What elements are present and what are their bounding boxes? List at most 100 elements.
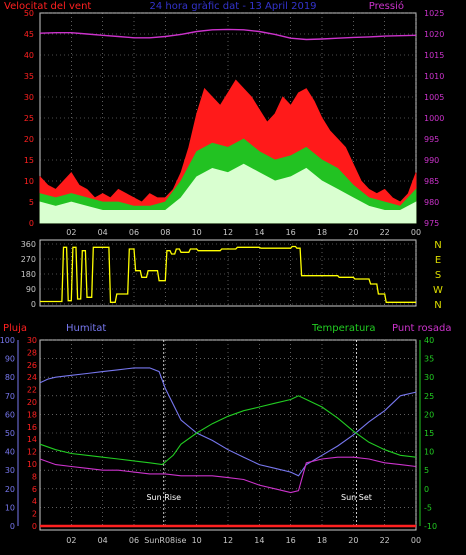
wind-pressure-plot <box>39 28 417 224</box>
temp-x-tick: 20 <box>348 536 358 545</box>
wind-x-tick: 02 <box>66 228 76 237</box>
series-line-0 <box>39 367 417 477</box>
wind-x-tick: 06 <box>129 228 139 237</box>
wind-speed-tick: 45 <box>24 30 34 39</box>
temp-x-tick: 12 <box>223 536 233 545</box>
wind-speed-tick: 5 <box>29 198 34 207</box>
direction-tick: 180 <box>21 270 36 279</box>
dewpoint-axis-label: Punt rosada <box>392 323 451 334</box>
rain-tick: 90 <box>5 355 15 364</box>
humidity-tick: 2 <box>32 510 37 519</box>
wind-speed-tick: 25 <box>24 114 34 123</box>
temp-x-tick: SunR08ise <box>144 536 186 545</box>
temp-x-tick: 14 <box>254 536 264 545</box>
temperature-tick: 35 <box>424 355 434 364</box>
wind-x-tick: 16 <box>286 228 296 237</box>
humidity-tick: 8 <box>32 472 37 481</box>
direction-line <box>40 245 416 303</box>
rain-tick: 50 <box>5 429 15 438</box>
wind-speed-tick: 30 <box>24 93 34 102</box>
pressure-tick: 995 <box>424 135 439 144</box>
temp-x-tick: 02 <box>66 536 76 545</box>
compass-label: S <box>435 270 441 281</box>
wind-speed-tick: 20 <box>24 135 34 144</box>
temperature-tick: 15 <box>424 429 434 438</box>
pressure-tick: 990 <box>424 156 439 165</box>
humidity-tick: 12 <box>27 448 37 457</box>
humidity-tick: 26 <box>27 361 37 370</box>
wind-speed-tick: 50 <box>24 9 34 18</box>
temperature-tick: 5 <box>424 466 429 475</box>
rain-tick: 80 <box>5 373 15 382</box>
wind-x-tick: 00 <box>411 228 421 237</box>
wind-x-tick: 04 <box>98 228 108 237</box>
rain-tick: 70 <box>5 392 15 401</box>
wind-x-tick: 20 <box>348 228 358 237</box>
direction-panel-grid <box>40 240 417 306</box>
pressure-tick: 980 <box>424 198 439 207</box>
axis-labels: 0510152025303540455097598098599099510001… <box>0 9 444 545</box>
pressure-line <box>39 28 417 41</box>
graph-date-title: 24 hora gràfic dat - 13 April 2019 <box>149 0 316 12</box>
sun-annotation: Sun Set <box>341 493 372 502</box>
wind-speed-tick: 15 <box>24 156 34 165</box>
temp-x-tick: 00 <box>411 536 421 545</box>
wind-x-tick: 18 <box>317 228 327 237</box>
wind-direction-plot <box>40 245 416 303</box>
wind-x-tick: 08 <box>160 228 170 237</box>
pressure-tick: 975 <box>424 219 439 228</box>
sun-annotation: Sun Rise <box>146 493 181 502</box>
wind-x-tick: 10 <box>192 228 202 237</box>
humidity-tick: 24 <box>27 373 37 382</box>
rain-tick: 60 <box>5 410 15 419</box>
temp-x-tick: 06 <box>129 536 139 545</box>
pressure-label: Pressió <box>369 0 404 12</box>
humidity-axis-label: Humitat <box>66 323 106 334</box>
wind-x-tick: 22 <box>380 228 390 237</box>
wind-speed-tick: 40 <box>24 51 34 60</box>
temp-x-tick: 04 <box>98 536 108 545</box>
wind-x-tick: 14 <box>254 228 264 237</box>
pressure-tick: 1010 <box>424 72 444 81</box>
wind-speed-label: Velocitat del vent <box>4 1 91 12</box>
pressure-tick: 1020 <box>424 30 444 39</box>
humidity-tick: 0 <box>32 522 37 531</box>
temperature-tick: -10 <box>424 522 437 531</box>
compass-label: N <box>434 300 441 311</box>
series-line-2 <box>39 456 417 494</box>
humidity-tick: 20 <box>27 398 37 407</box>
humidity-tick: 4 <box>32 497 37 506</box>
pressure-tick: 1000 <box>424 114 444 123</box>
humidity-tick: 22 <box>27 386 37 395</box>
pressure-tick: 1005 <box>424 93 444 102</box>
pressure-tick: 1025 <box>424 9 444 18</box>
direction-tick: 360 <box>21 240 36 249</box>
humidity-tick: 10 <box>27 460 37 469</box>
temperature-tick: 10 <box>424 448 434 457</box>
pressure-tick: 985 <box>424 177 439 186</box>
direction-tick: 90 <box>26 285 36 294</box>
compass-label: W <box>433 285 443 296</box>
rain-tick: 0 <box>10 522 15 531</box>
temp-x-tick: 18 <box>317 536 327 545</box>
rain-axis-label: Pluja <box>3 323 27 334</box>
rain-tick: 30 <box>5 466 15 475</box>
wind-x-tick: 12 <box>223 228 233 237</box>
direction-tick: 270 <box>21 255 36 264</box>
rain-tick: 20 <box>5 485 15 494</box>
series-line-1 <box>39 395 417 466</box>
wind-speed-tick: 35 <box>24 72 34 81</box>
temperature-axis-label: Temperatura <box>311 323 376 334</box>
pressure-tick: 1015 <box>424 51 444 60</box>
temperature-tick: 25 <box>424 392 434 401</box>
temperature-humidity-plot <box>39 367 417 528</box>
temp-x-tick: 22 <box>380 536 390 545</box>
humidity-tick: 14 <box>27 435 37 444</box>
humidity-tick: 28 <box>27 348 37 357</box>
temperature-tick: 0 <box>424 485 429 494</box>
direction-tick: 0 <box>31 300 36 309</box>
humidity-tick: 30 <box>27 336 37 345</box>
wind-series-2 <box>39 163 417 224</box>
temp-x-tick: 16 <box>286 536 296 545</box>
